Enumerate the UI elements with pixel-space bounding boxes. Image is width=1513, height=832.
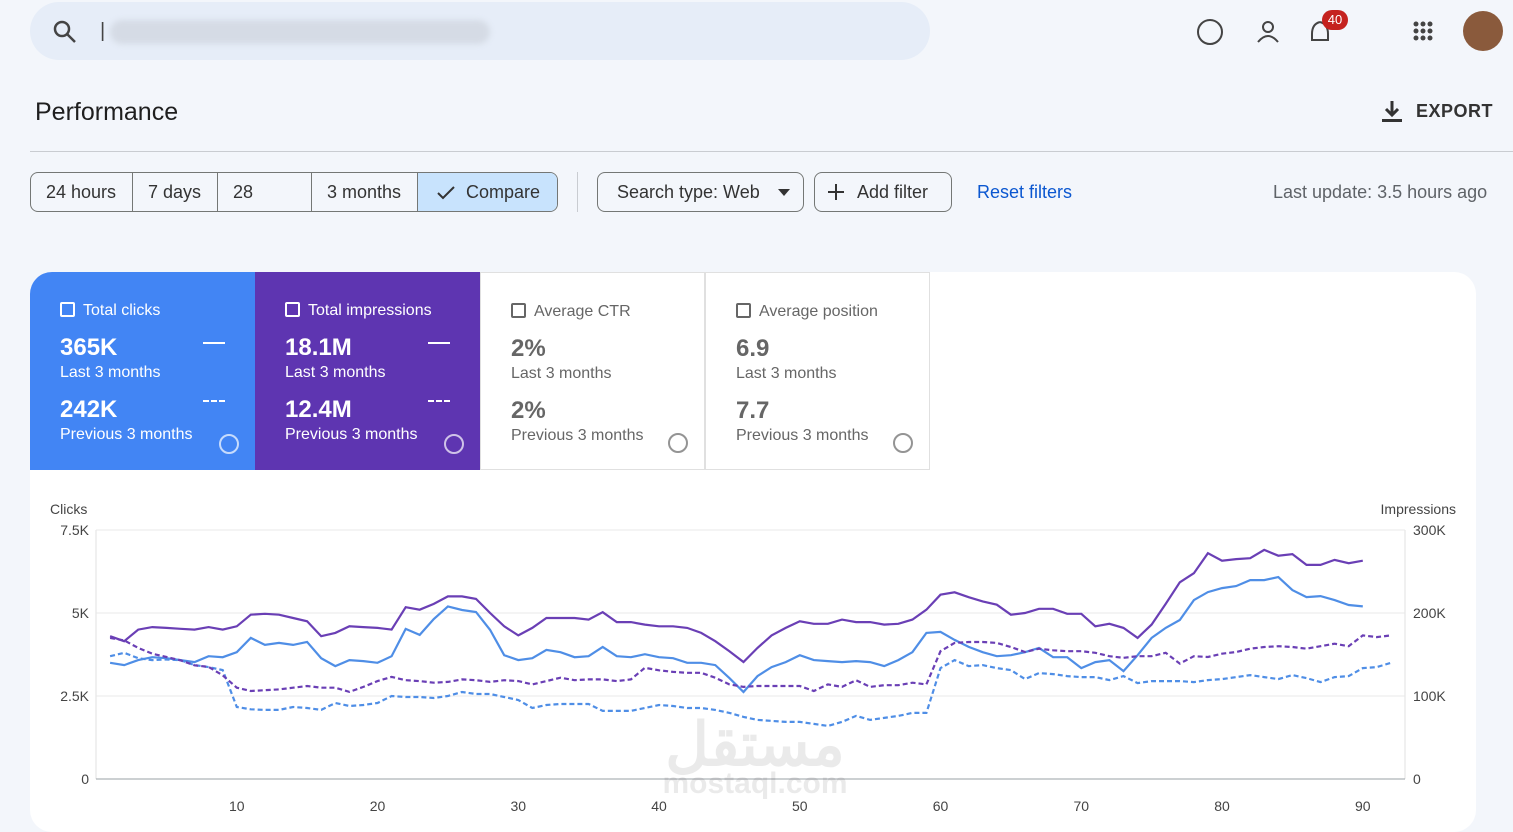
checkbox — [285, 302, 300, 317]
help-icon — [668, 433, 688, 453]
metric-card[interactable]: Total impressions 18.1M Last 3 months 12.4M… — [255, 272, 480, 470]
separator — [577, 172, 578, 212]
add-filter[interactable]: Add filter — [814, 172, 952, 212]
last-update: Last update: 3.5 hours ago — [1273, 182, 1488, 202]
series-line — [109, 548, 1363, 664]
card-prev-period: Previous 3 months — [285, 426, 418, 443]
card-label: Total clicks — [83, 302, 161, 319]
y-tick-label: 0 — [81, 771, 89, 787]
date-chips: 24 hours 7 days 28 days 3 months Compare — [30, 172, 558, 212]
add-filter-label: Add filter — [857, 182, 929, 202]
checkbox — [736, 303, 751, 318]
x-tick-label: 70 — [1073, 798, 1089, 814]
help-icon — [893, 433, 913, 453]
card-value: 365K — [60, 334, 118, 361]
date-chip[interactable]: 28 days — [218, 173, 312, 211]
y-axis-title: Clicks — [50, 501, 87, 517]
card-prev-value: 12.4M — [285, 396, 352, 423]
check-icon — [437, 186, 455, 200]
help-icon — [444, 434, 464, 454]
y-tick-label: 5K — [72, 605, 90, 621]
card-header: Total impressions — [285, 302, 480, 320]
checkbox — [60, 302, 75, 317]
legend-dashed — [203, 400, 225, 402]
x-tick-label: 20 — [370, 798, 386, 814]
chip-label: Compare — [466, 182, 541, 202]
card-period: Last 3 months — [60, 364, 161, 381]
y-tick-label: 2.5K — [60, 688, 89, 704]
y2-tick-label: 0 — [1413, 771, 1421, 787]
blurred-query — [110, 20, 490, 44]
apps-icon[interactable] — [1413, 21, 1433, 41]
help-icon[interactable] — [1197, 19, 1223, 45]
x-tick-label: 10 — [229, 798, 245, 814]
y2-axis-title: Impressions — [1381, 501, 1456, 517]
card-label: Average CTR — [534, 303, 631, 320]
card-prev-value: 7.7 — [736, 397, 770, 424]
notification-badge: 40 — [1322, 10, 1348, 30]
download-icon — [1382, 101, 1402, 122]
card-header: Total clicks — [60, 302, 255, 320]
search-cursor: | — [100, 20, 106, 42]
admin-icon[interactable] — [1262, 21, 1274, 33]
help-icon — [219, 434, 239, 454]
page-title: Performance — [35, 98, 179, 126]
metric-card[interactable]: Total clicks 365K Last 3 months 242K Previou… — [30, 272, 255, 470]
card-prev-period: Previous 3 months — [511, 427, 644, 444]
card-prev-value: 242K — [60, 396, 118, 423]
date-chip[interactable]: 7 days — [133, 173, 218, 211]
search-type[interactable]: Search type: Web — [597, 172, 804, 212]
series-line — [109, 651, 1392, 728]
card-value: 18.1M — [285, 334, 352, 361]
card-period: Last 3 months — [736, 365, 837, 382]
legend-dashed — [428, 400, 450, 402]
card-label: Average position — [759, 303, 878, 320]
x-tick-label: 60 — [933, 798, 949, 814]
card-value: 2% — [511, 335, 546, 362]
x-tick-label: 90 — [1355, 798, 1371, 814]
avatar[interactable] — [1463, 11, 1503, 51]
y2-tick-label: 100K — [1413, 688, 1446, 704]
x-tick-label: 30 — [510, 798, 526, 814]
plus-icon — [828, 184, 844, 200]
search-icon — [53, 20, 76, 43]
card-header: Average position — [736, 303, 929, 321]
watermark: mostaql.com — [662, 767, 847, 800]
card-period: Last 3 months — [511, 365, 612, 382]
x-tick-label: 50 — [792, 798, 808, 814]
y-tick-label: 7.5K — [60, 522, 89, 538]
dropdown-arrow — [778, 189, 790, 196]
compare-chip[interactable]: Compare — [418, 173, 557, 211]
card-period: Last 3 months — [285, 364, 386, 381]
card-prev-value: 2% — [511, 397, 546, 424]
legend-solid — [428, 342, 450, 344]
search-type-label: Search type: Web — [617, 182, 760, 202]
page: | 40 Performance EXPORT 24 hours 7 days … — [30, 2, 1513, 832]
legend-solid — [203, 342, 225, 344]
checkbox — [511, 303, 526, 318]
performance-chart: 0 2.5K 5K 7.5K 0 100K 200K 300K 10 20 30 40 50 60 70 80… — [50, 501, 1456, 814]
divider — [30, 151, 1513, 152]
series-line — [109, 634, 1392, 694]
date-chip[interactable]: 24 hours — [31, 173, 133, 211]
card-prev-period: Previous 3 months — [60, 426, 193, 443]
date-chip[interactable]: 3 months — [312, 173, 418, 211]
card-label: Total impressions — [308, 302, 432, 319]
card-header: Average CTR — [511, 303, 704, 321]
card-value: 6.9 — [736, 335, 770, 362]
x-tick-label: 40 — [651, 798, 667, 814]
export-button[interactable]: EXPORT — [1416, 101, 1494, 121]
top-icons — [1197, 11, 1503, 51]
series-line — [109, 575, 1363, 694]
reset-filters[interactable]: Reset filters — [977, 182, 1073, 202]
card-prev-period: Previous 3 months — [736, 427, 869, 444]
y2-tick-label: 300K — [1413, 522, 1446, 538]
y2-tick-label: 200K — [1413, 605, 1446, 621]
metric-card[interactable]: Average CTR 2% Last 3 months 2% Previous 3 m… — [480, 272, 705, 470]
watermark: مستقل — [665, 711, 845, 778]
metric-card[interactable]: Average position 6.9 Last 3 months 7.7 Previ… — [705, 272, 930, 470]
x-tick-label: 80 — [1214, 798, 1230, 814]
